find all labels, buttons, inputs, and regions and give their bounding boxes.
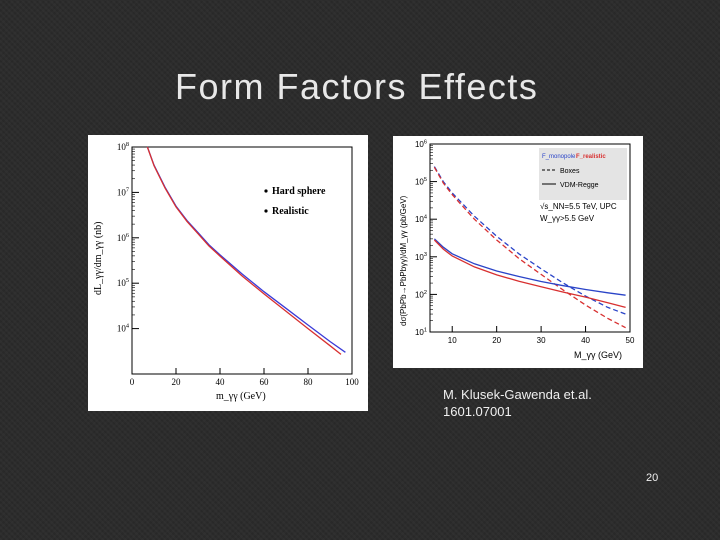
legend: Hard sphere Realistic [264,186,326,217]
legend-label-realistic: Realistic [272,206,309,217]
series-line-2 [433,238,626,296]
y-tick-label: 101 [415,327,427,337]
luminosity-plot: 0 20 40 60 80 100 104 105 106 107 108 m_γγ (GeV) d… [93,141,359,402]
series-line-3 [433,239,626,309]
x-tick-label: 100 [345,377,359,387]
x-tick-label: 60 [260,377,270,387]
legend-box: F_monopole F_realistic Boxes VDM-Regge [539,148,627,200]
y-tick-label: 108 [117,141,129,152]
series-line-0 [146,146,346,353]
y-axis-label: dL_γγ/dm_γγ (nb) [93,221,104,295]
legend-label-boxes: Boxes [560,168,580,175]
y-tick-label: 103 [415,252,427,262]
x-axis-label: M_γγ (GeV) [574,350,622,360]
y-tick-label: 104 [117,323,130,334]
legend-label-vdm-regge: VDM-Regge [560,182,599,189]
x-tick-label: 30 [537,336,546,345]
series-line-1 [433,166,626,329]
legend-title-monopole: F_monopole [542,154,576,160]
legend-marker-realistic [264,209,268,213]
y-tick-label: 104 [415,215,427,225]
plot-frame [131,146,353,375]
luminosity-figure: 0 20 40 60 80 100 104 105 106 107 108 m_γγ (GeV) d… [88,135,368,411]
citation-authors: M. Klusek-Gawenda et.al. [443,387,592,402]
annotation-energy: √s_NN=5.5 TeV, UPC [540,202,617,211]
plot-frame [429,143,631,333]
x-tick-label: 40 [581,336,590,345]
y-tick-label: 102 [415,290,427,300]
y-tick-label: 105 [415,177,427,187]
slide-title: Form Factors Effects [175,66,539,107]
cross-section-plot: 10 20 30 40 50 101 102 103 104 105 106 F_monopole … [399,139,635,360]
x-tick-label: 0 [130,377,135,387]
cross-section-figure: 10 20 30 40 50 101 102 103 104 105 106 F_monopole … [393,136,643,368]
series-line-0 [433,166,626,315]
y-tick-label: 106 [415,139,427,149]
annotation-cut: W_γγ>5.5 GeV [540,214,595,223]
legend-title-realistic: F_realistic [576,154,606,160]
legend-label-hard-sphere: Hard sphere [272,186,326,197]
y-tick-label: 106 [117,232,129,243]
x-tick-label: 50 [626,336,635,345]
legend-background [539,148,627,200]
x-tick-label: 10 [448,336,457,345]
citation-caption: M. Klusek-Gawenda et.al. 1601.07001 [443,386,592,420]
x-tick-label: 40 [216,377,226,387]
y-tick-label: 107 [117,186,129,197]
citation-arxiv-id: 1601.07001 [443,404,512,419]
x-tick-label: 20 [172,377,182,387]
page-number: 20 [646,472,659,484]
y-axis-label: dσ(PbPb→PbPbγγ)/dM_γγ (pb/GeV) [399,195,408,326]
legend-marker-hard-sphere [264,189,268,193]
x-axis-label: m_γγ (GeV) [216,391,266,402]
y-tick-label: 105 [117,277,129,288]
x-tick-label: 80 [304,377,314,387]
series-line-1 [146,146,342,355]
x-tick-label: 20 [492,336,501,345]
